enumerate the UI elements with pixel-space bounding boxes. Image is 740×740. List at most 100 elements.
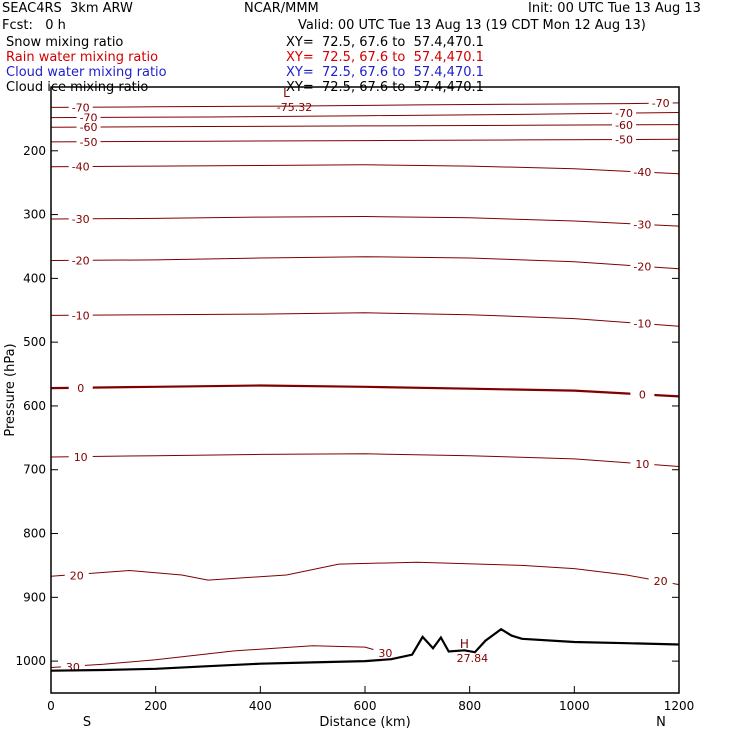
model-title: SEAC4RS 3km ARW <box>2 1 133 16</box>
contour-label: 30 <box>378 647 392 660</box>
contour-line <box>50 164 680 175</box>
contour-label: 20 <box>70 569 84 582</box>
contour-label-bg <box>68 309 93 322</box>
contour-label: 10 <box>635 458 649 471</box>
y-axis-label: Pressure (hPa) <box>3 343 18 436</box>
contour-label-bg <box>612 118 637 131</box>
contour-label: 20 <box>654 575 668 588</box>
contour-line <box>50 312 680 327</box>
contour-label: -30 <box>72 213 90 226</box>
extremum-letter: L <box>283 86 290 100</box>
contour-label-bg <box>68 381 93 394</box>
contour-label: -20 <box>72 254 90 267</box>
contour-label-bg <box>64 569 89 582</box>
contour-label-bg <box>630 260 655 273</box>
contour-label: -10 <box>72 309 90 322</box>
extremum-letter: H <box>460 637 469 651</box>
terrain-line <box>50 627 680 672</box>
contour-line <box>50 645 397 668</box>
y-tick-label: 800 <box>23 527 46 541</box>
contour-label-bg <box>630 317 655 330</box>
contour-label-bg <box>648 575 673 588</box>
legend-name-snow: Snow mixing ratio <box>6 35 124 50</box>
contour-label: -70 <box>615 107 633 120</box>
contour-label-bg <box>76 111 101 124</box>
contour-label: -70 <box>72 101 90 114</box>
contour-label-bg <box>373 646 398 659</box>
contour-line <box>50 124 680 128</box>
contour-label-bg <box>68 254 93 267</box>
contour-label: -60 <box>80 121 98 134</box>
legend-xy-rain: XY= 72.5, 67.6 to 57.4,470.1 <box>286 50 484 65</box>
x-tick-label: 200 <box>144 699 167 713</box>
contour-label-bg <box>630 165 655 178</box>
contour-label: -40 <box>72 161 90 174</box>
axes-layer: 0 200 400 600 800 1000 12002003004005006007008… <box>15 144 694 713</box>
x-tick-label: 400 <box>249 699 272 713</box>
x-tick-label: 600 <box>354 699 377 713</box>
contour-line <box>50 102 680 108</box>
contour-label: 30 <box>66 661 80 674</box>
contour-label: -20 <box>633 260 651 273</box>
contour-line <box>50 138 680 143</box>
extrema-layer: L-75.32 H27.84 <box>277 86 488 665</box>
y-tick-label: 300 <box>23 208 46 222</box>
contour-label-bg <box>76 135 101 148</box>
contour-label: 10 <box>74 451 88 464</box>
x-tick-label: 1000 <box>559 699 590 713</box>
contour-line <box>50 453 680 467</box>
end-label-south: S <box>83 715 91 730</box>
legend-xy-cloud-water: XY= 72.5, 67.6 to 57.4,470.1 <box>286 65 484 80</box>
x-tick-label: 1200 <box>664 699 695 713</box>
y-tick-label: 500 <box>23 335 46 349</box>
end-label-north: N <box>656 715 666 730</box>
organization: NCAR/MMM <box>244 1 319 16</box>
contour-line <box>50 384 680 398</box>
contour-label: -50 <box>80 136 98 149</box>
legend-xy-snow: XY= 72.5, 67.6 to 57.4,470.1 <box>286 35 484 50</box>
y-tick-label: 700 <box>23 463 46 477</box>
contour-label-bg <box>630 388 655 401</box>
plot-frame <box>50 86 680 694</box>
valid-time: Valid: 00 UTC Tue 13 Aug 13 (19 CDT Mon … <box>298 18 646 33</box>
forecast-hour: Fcst: 0 h <box>2 18 66 33</box>
x-tick-label: 0 <box>47 699 55 713</box>
contour-label: -10 <box>633 318 651 331</box>
extremum-value: -75.32 <box>277 101 312 114</box>
contour-label-bg <box>612 107 637 120</box>
contour-label-bg <box>68 450 93 463</box>
contour-label: 0 <box>77 382 84 395</box>
y-tick-label: 1000 <box>15 654 46 668</box>
contour-label-bg <box>648 97 673 110</box>
contour-label: -60 <box>615 119 633 132</box>
contour-label-bg <box>630 457 655 470</box>
contour-label-bg <box>68 212 93 225</box>
contour-line <box>50 215 680 227</box>
contour-label: -70 <box>652 97 670 110</box>
contour-line <box>50 112 680 119</box>
y-tick-label: 900 <box>23 590 46 604</box>
legend-name-cloud-water: Cloud water mixing ratio <box>6 65 167 80</box>
terrain-layer <box>50 627 680 672</box>
contour-label: 0 <box>639 388 646 401</box>
y-tick-label: 200 <box>23 144 46 158</box>
contour-line <box>50 561 680 586</box>
y-tick-label: 400 <box>23 271 46 285</box>
contour-label-bg <box>76 121 101 134</box>
contour-label-bg <box>68 101 93 114</box>
y-tick-label: 600 <box>23 399 46 413</box>
x-tick-label: 800 <box>458 699 481 713</box>
init-time: Init: 00 UTC Tue 13 Aug 13 <box>528 1 701 16</box>
contour-label-bg <box>612 133 637 146</box>
contour-label: -50 <box>615 134 633 147</box>
contour-label-bg <box>630 218 655 231</box>
legend-name-rain: Rain water mixing ratio <box>6 50 159 65</box>
contour-line <box>50 256 680 270</box>
extremum-value: 27.84 <box>457 652 489 665</box>
x-axis-label: Distance (km) <box>319 715 410 730</box>
contour-label: -30 <box>633 218 651 231</box>
contour-label: -40 <box>633 166 651 179</box>
contour-layer: -70 -70-70 -70-60 -60-50 -50-40 -40-30 -30-20-… <box>50 97 680 674</box>
